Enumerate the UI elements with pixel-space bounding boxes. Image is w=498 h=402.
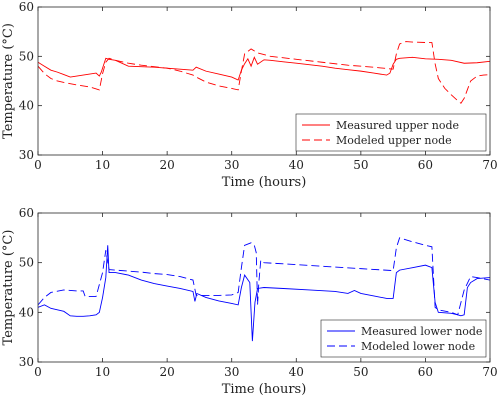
x-tick-label: 40 xyxy=(289,158,304,172)
x-tick-label: 30 xyxy=(224,158,239,172)
legend-entry: Modeled lower node xyxy=(361,340,475,353)
y-axis-label: Temperature (°C) xyxy=(1,230,16,346)
x-tick-label: 60 xyxy=(418,158,433,172)
legend-box xyxy=(295,113,487,152)
x-tick-label: 70 xyxy=(482,365,497,379)
axes-box xyxy=(37,6,491,156)
x-tick-label: 10 xyxy=(95,158,110,172)
y-tick-label: 30 xyxy=(19,148,34,162)
series-line-modeled xyxy=(38,41,490,104)
x-tick-label: 40 xyxy=(289,365,304,379)
x-tick-label: 30 xyxy=(224,365,239,379)
x-axis-label: Time (hours) xyxy=(222,382,307,397)
x-tick-label: 0 xyxy=(34,365,42,379)
x-axis-label: Time (hours) xyxy=(222,175,307,190)
lower-node-chart: 0 10 20 30 40 50 60 70 30 40 50 60 Time (hours) Tempe… xyxy=(1,206,498,397)
legend-box xyxy=(320,319,487,358)
x-tick-label: 20 xyxy=(160,158,175,172)
legend-entry: Modeled upper node xyxy=(336,134,452,147)
x-tick-label: 70 xyxy=(482,158,497,172)
y-axis-label: Temperature (°C) xyxy=(1,23,16,139)
axes-box xyxy=(37,212,491,363)
y-tick-label: 50 xyxy=(19,256,34,270)
y-tick-label: 60 xyxy=(19,0,34,14)
legend-entry: Measured upper node xyxy=(336,119,459,132)
series-line-modeled xyxy=(38,237,490,316)
x-tick-label: 10 xyxy=(95,365,110,379)
x-tick-label: 50 xyxy=(353,365,368,379)
y-tick-label: 30 xyxy=(19,355,34,369)
legend-entry: Measured lower node xyxy=(361,325,482,338)
x-tick-label: 60 xyxy=(418,365,433,379)
x-tick-label: 0 xyxy=(34,158,42,172)
upper-node-chart: 0 10 20 30 40 50 60 70 30 40 50 60 Time (hours) Tempe… xyxy=(1,0,498,190)
y-tick-label: 60 xyxy=(19,206,34,220)
legend: Measured upper node Modeled upper node xyxy=(295,113,487,152)
x-tick-label: 50 xyxy=(353,158,368,172)
y-tick-label: 50 xyxy=(19,49,34,63)
series-line-measured xyxy=(38,56,490,81)
y-tick-label: 40 xyxy=(19,99,34,113)
y-tick-label: 40 xyxy=(19,305,34,319)
series-line-measured xyxy=(38,245,490,342)
legend: Measured lower node Modeled lower node xyxy=(320,319,487,358)
x-tick-label: 20 xyxy=(160,365,175,379)
